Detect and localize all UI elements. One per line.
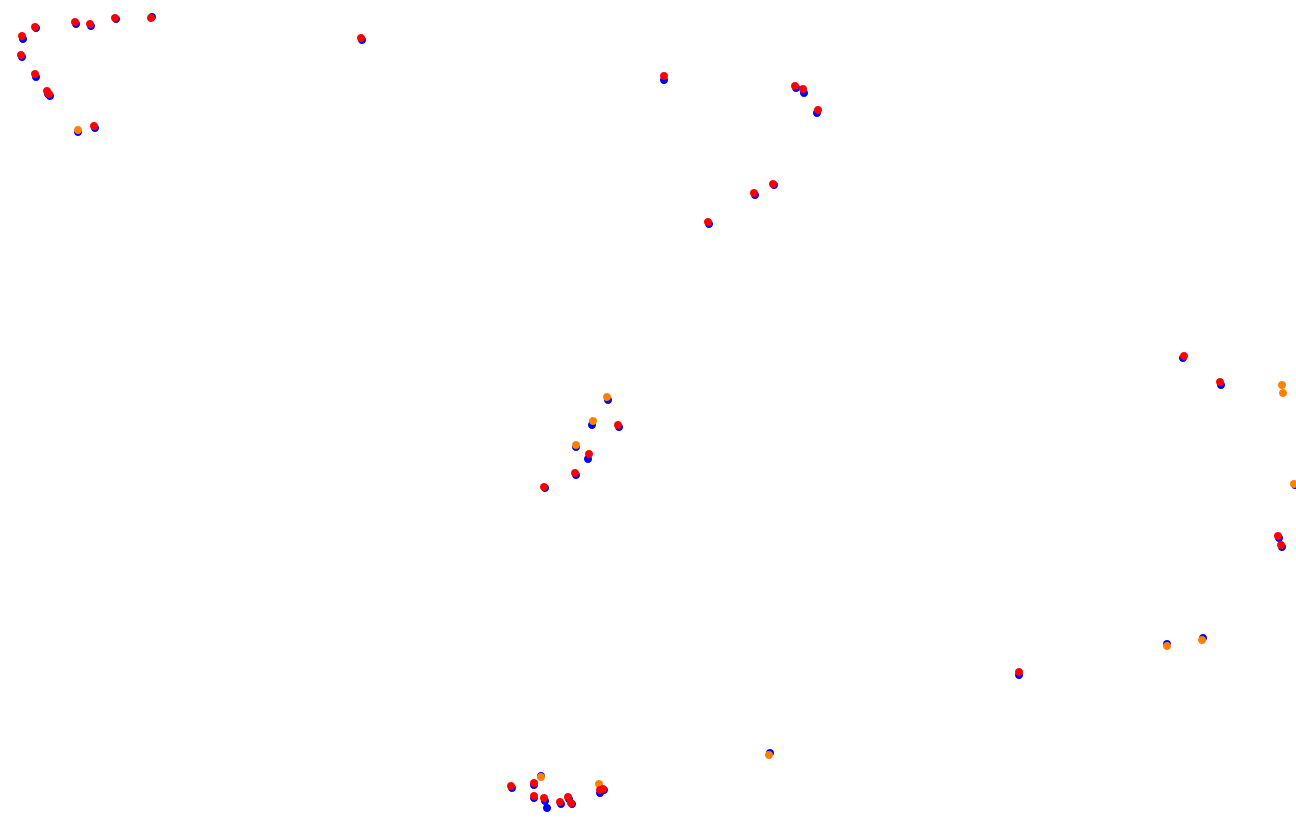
data-point <box>86 20 94 28</box>
data-point <box>567 799 575 807</box>
data-point <box>1279 389 1287 397</box>
series-0 <box>18 13 1296 812</box>
data-point <box>564 793 572 801</box>
data-point <box>357 34 365 42</box>
data-point <box>1290 480 1296 488</box>
data-point <box>769 180 777 188</box>
data-point <box>572 441 580 449</box>
data-point <box>1163 642 1171 650</box>
data-point <box>791 82 799 90</box>
data-point <box>537 773 545 781</box>
data-point <box>17 51 25 59</box>
data-point <box>603 393 611 401</box>
data-point <box>556 798 564 806</box>
data-point <box>18 32 26 40</box>
data-point <box>71 18 79 26</box>
data-point <box>614 421 622 429</box>
data-point <box>90 122 98 130</box>
data-point <box>704 218 712 226</box>
data-point <box>1278 381 1286 389</box>
data-point <box>540 483 548 491</box>
data-point <box>507 782 515 790</box>
data-point <box>1198 636 1206 644</box>
data-point <box>45 90 53 98</box>
data-point <box>147 14 155 22</box>
data-point <box>596 786 604 794</box>
data-point <box>750 189 758 197</box>
data-point <box>799 85 807 93</box>
data-point <box>111 14 119 22</box>
data-point <box>765 751 773 759</box>
data-point <box>585 450 593 458</box>
data-point <box>540 794 548 802</box>
data-point <box>814 106 822 114</box>
data-point <box>1015 668 1023 676</box>
data-point <box>530 792 538 800</box>
data-point <box>1274 532 1282 540</box>
data-point <box>31 70 39 78</box>
data-point <box>74 126 82 134</box>
data-point <box>543 804 551 812</box>
data-point <box>571 469 579 477</box>
data-point <box>589 417 597 425</box>
data-point <box>1277 541 1285 549</box>
data-point <box>660 72 668 80</box>
data-point <box>31 23 39 31</box>
series-1 <box>74 126 1296 788</box>
series-2 <box>17 14 1285 807</box>
data-point <box>530 779 538 787</box>
data-point <box>1180 352 1188 360</box>
data-point <box>1216 378 1224 386</box>
